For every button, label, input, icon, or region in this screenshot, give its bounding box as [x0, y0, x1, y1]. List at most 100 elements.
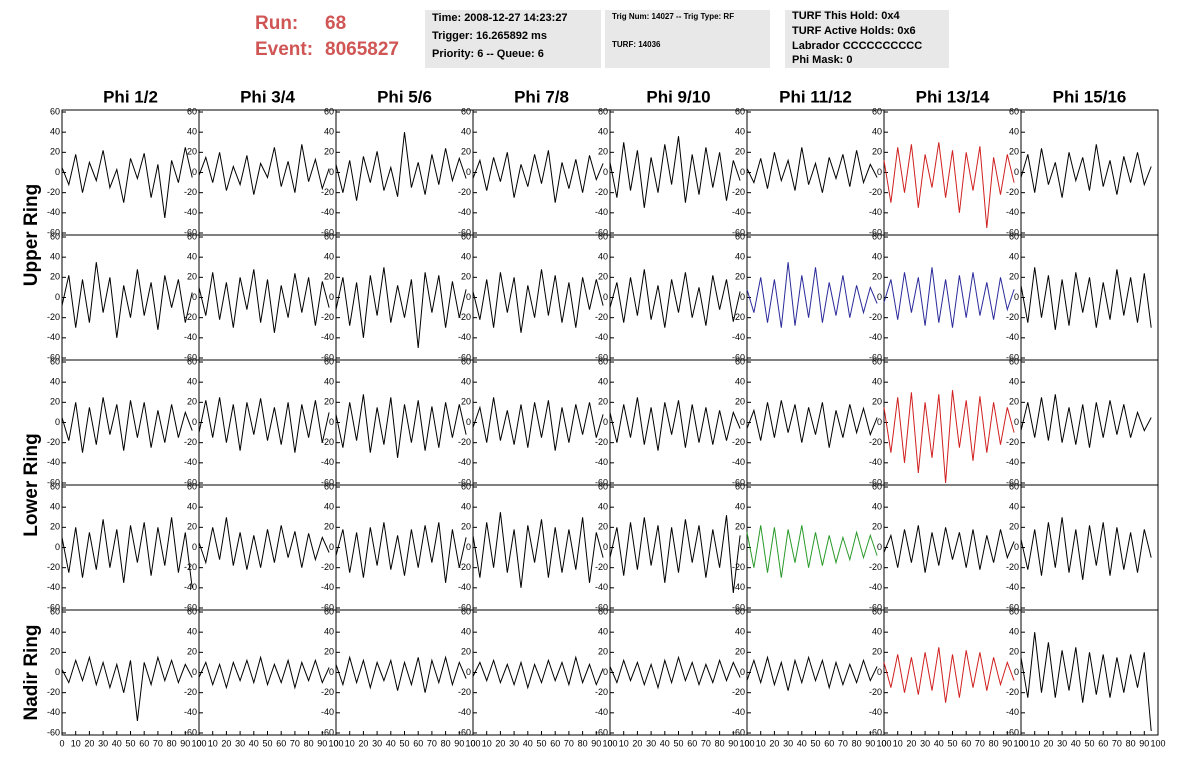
waveform: [335, 267, 467, 348]
y-tick-label: 60: [187, 106, 197, 116]
x-tick-label: 100: [1150, 738, 1165, 748]
y-tick-label: 60: [461, 606, 471, 616]
waveform: [472, 150, 604, 203]
info-line: TURF Active Holds: 0x6: [792, 25, 916, 37]
y-tick-label: 0: [192, 292, 197, 302]
y-tick-label: 20: [187, 647, 197, 657]
y-tick-label: -40: [869, 207, 882, 217]
y-tick-label: -40: [869, 582, 882, 592]
y-tick-label: 0: [1014, 667, 1019, 677]
waveform: [472, 512, 604, 588]
y-tick-label: 20: [1009, 397, 1019, 407]
y-tick-label: 60: [872, 481, 882, 491]
y-tick-label: -20: [184, 562, 197, 572]
waveform: [472, 269, 604, 333]
y-tick-label: 0: [329, 542, 334, 552]
x-tick-label: 90: [728, 738, 738, 748]
y-tick-label: -20: [732, 687, 745, 697]
y-tick-label: -20: [321, 562, 334, 572]
x-tick-label: 50: [673, 738, 683, 748]
y-tick-label: 20: [187, 522, 197, 532]
x-tick-label: 90: [1139, 738, 1149, 748]
y-tick-label: 60: [598, 606, 608, 616]
x-tick-label: 70: [838, 738, 848, 748]
column-title: Phi 13/14: [916, 87, 990, 106]
x-tick-label: 10: [1030, 738, 1040, 748]
info-line: Trigger: 16.265892 ms: [432, 30, 547, 42]
y-tick-label: -60: [869, 477, 882, 487]
x-tick-label: 60: [413, 738, 423, 748]
x-tick-label: 70: [153, 738, 163, 748]
column-title: Phi 1/2: [103, 87, 158, 106]
y-tick-label: 0: [466, 542, 471, 552]
y-tick-label: -20: [869, 437, 882, 447]
waveform: [198, 269, 330, 333]
y-tick-label: -20: [184, 187, 197, 197]
y-tick-label: 40: [50, 627, 60, 637]
y-tick-label: -40: [184, 207, 197, 217]
y-tick-label: -60: [595, 227, 608, 237]
y-tick-label: 60: [1009, 606, 1019, 616]
y-tick-label: 60: [324, 106, 334, 116]
y-tick-label: -60: [869, 227, 882, 237]
y-tick-label: 60: [1009, 106, 1019, 116]
x-tick-label: 30: [1057, 738, 1067, 748]
x-tick-label: 10: [893, 738, 903, 748]
y-tick-label: 0: [55, 167, 60, 177]
y-tick-label: -20: [321, 687, 334, 697]
y-tick-label: 40: [461, 502, 471, 512]
waveform: [198, 517, 330, 570]
y-tick-label: -40: [869, 457, 882, 467]
waveform: [609, 269, 741, 328]
y-tick-label: 20: [50, 272, 60, 282]
y-tick-label: -20: [321, 312, 334, 322]
y-tick-label: -40: [47, 582, 60, 592]
y-tick-label: 60: [324, 231, 334, 241]
y-tick-label: 40: [735, 127, 745, 137]
y-tick-label: 60: [735, 606, 745, 616]
y-tick-label: -20: [1006, 562, 1019, 572]
event-value: 8065827: [325, 39, 399, 60]
y-tick-label: 0: [329, 292, 334, 302]
y-tick-label: 40: [324, 127, 334, 137]
y-tick-label: 20: [324, 522, 334, 532]
info-line: Trig Num: 14027 -- Trig Type: RF: [612, 12, 734, 21]
panel: -60 -40 -20 0 20 40 60: [1006, 481, 1159, 612]
y-tick-label: -40: [732, 707, 745, 717]
y-tick-label: 60: [872, 356, 882, 366]
y-tick-label: 60: [50, 481, 60, 491]
y-tick-label: 0: [192, 417, 197, 427]
y-tick-label: 60: [187, 606, 197, 616]
y-tick-label: 60: [735, 231, 745, 241]
y-tick-label: 0: [740, 417, 745, 427]
y-tick-label: -40: [458, 707, 471, 717]
y-tick-label: 20: [461, 272, 471, 282]
run-label: Run:: [255, 13, 298, 34]
y-tick-label: -40: [184, 707, 197, 717]
waveform: [746, 655, 878, 691]
y-tick-label: 0: [740, 542, 745, 552]
x-tick-label: 50: [125, 738, 135, 748]
y-tick-label: 40: [598, 127, 608, 137]
panel: -60 -40 -20 0 20 40 60: [869, 356, 1022, 487]
y-tick-label: -60: [47, 602, 60, 612]
y-tick-label: 20: [1009, 522, 1019, 532]
column-title: Phi 5/6: [377, 87, 432, 106]
waveform: [1020, 517, 1152, 580]
info-line: Phi Mask: 0: [792, 54, 853, 66]
y-tick-label: 20: [735, 647, 745, 657]
y-tick-label: 60: [735, 106, 745, 116]
y-tick-label: -20: [1006, 187, 1019, 197]
waveform: [335, 394, 467, 458]
x-tick-label: 0: [333, 738, 338, 748]
y-tick-label: -60: [47, 727, 60, 737]
y-tick-label: -20: [184, 687, 197, 697]
y-tick-label: -40: [458, 207, 471, 217]
x-tick-label: 90: [865, 738, 875, 748]
y-tick-label: -60: [869, 352, 882, 362]
x-tick-label: 0: [470, 738, 475, 748]
x-tick-label: 80: [167, 738, 177, 748]
y-tick-label: 0: [740, 167, 745, 177]
y-tick-label: 60: [187, 481, 197, 491]
y-tick-label: 20: [461, 397, 471, 407]
